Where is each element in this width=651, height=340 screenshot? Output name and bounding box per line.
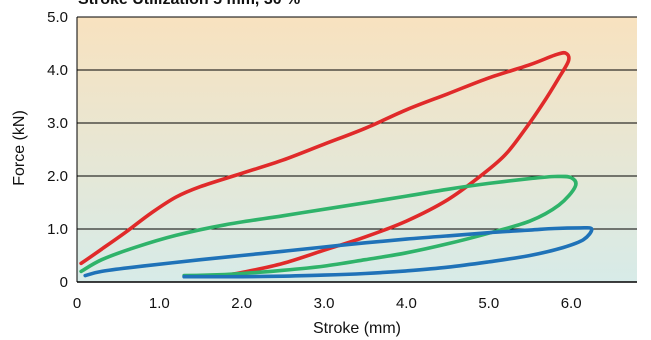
x-tick-label: 1.0 [149,295,170,312]
x-tick-label: 4.0 [396,295,417,312]
y-axis-ticks: 0 1.0 2.0 3.0 4.0 5.0 [47,9,68,291]
grid [76,16,637,283]
series-group [79,50,594,279]
x-tick-label: 6.0 [561,295,582,312]
y-tick-label: 5.0 [47,9,68,26]
y-tick-label: 0 [60,274,68,291]
y-tick-label: 1.0 [47,221,68,238]
chart-title: Stroke Utilization 5 mm, 30 % [78,0,300,8]
y-tick-label: 2.0 [47,168,68,185]
x-tick-label: 0 [73,295,81,312]
series-line-2 [79,174,578,278]
x-tick-label: 2.0 [231,295,252,312]
x-tick-label: 3.0 [314,295,335,312]
y-tick-label: 4.0 [47,62,68,79]
y-axis-label: Force (kN) [11,110,28,186]
series-line-1 [79,50,571,279]
x-axis-label: Stroke (mm) [313,320,401,337]
y-tick-label: 3.0 [47,115,68,132]
x-tick-label: 5.0 [478,295,499,312]
x-axis-ticks: 0 1.0 2.0 3.0 4.0 5.0 6.0 [73,295,582,312]
series-line-3 [83,225,594,279]
